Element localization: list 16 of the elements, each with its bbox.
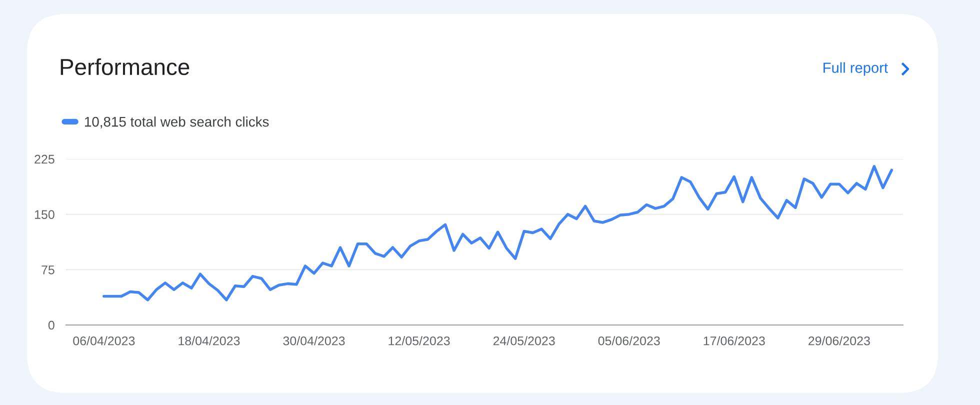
x-tick-label: 17/06/2023 <box>704 336 765 346</box>
y-tick-label: 225 <box>34 154 54 164</box>
y-tick-label: 150 <box>34 210 54 219</box>
line-series <box>102 164 894 302</box>
x-tick-label: 24/05/2023 <box>493 336 555 346</box>
x-tick-label: 29/06/2023 <box>808 336 870 346</box>
x-tick-label: 06/04/2023 <box>73 336 135 346</box>
text: Full report <box>824 62 888 76</box>
x-tick-label: 18/04/2023 <box>178 336 240 346</box>
legend-label: 10,815 total web search clicks <box>85 116 269 128</box>
x-tick-label: 12/05/2023 <box>388 336 450 346</box>
y-tick-label: 0 <box>48 320 54 330</box>
chart-title: Performance <box>60 58 190 76</box>
x-tick-label: 05/06/2023 <box>598 336 660 346</box>
y-tick-label: 75 <box>42 266 54 274</box>
x-tick-label: 30/04/2023 <box>283 336 345 346</box>
